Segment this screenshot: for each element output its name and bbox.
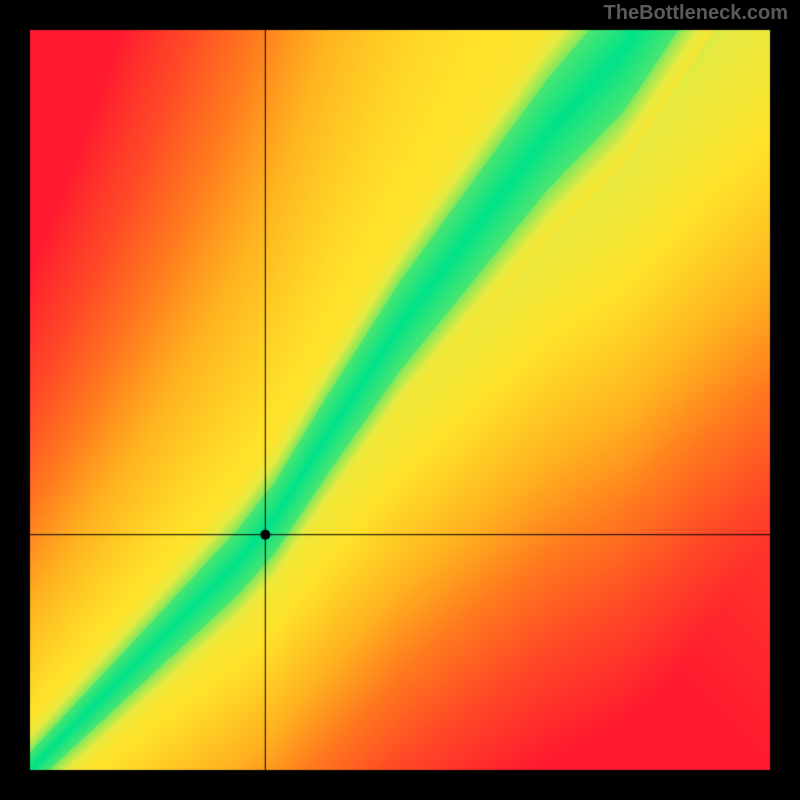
- watermark-text: TheBottleneck.com: [604, 2, 788, 25]
- chart-container: TheBottleneck.com: [0, 0, 800, 800]
- heatmap-canvas: [0, 0, 800, 800]
